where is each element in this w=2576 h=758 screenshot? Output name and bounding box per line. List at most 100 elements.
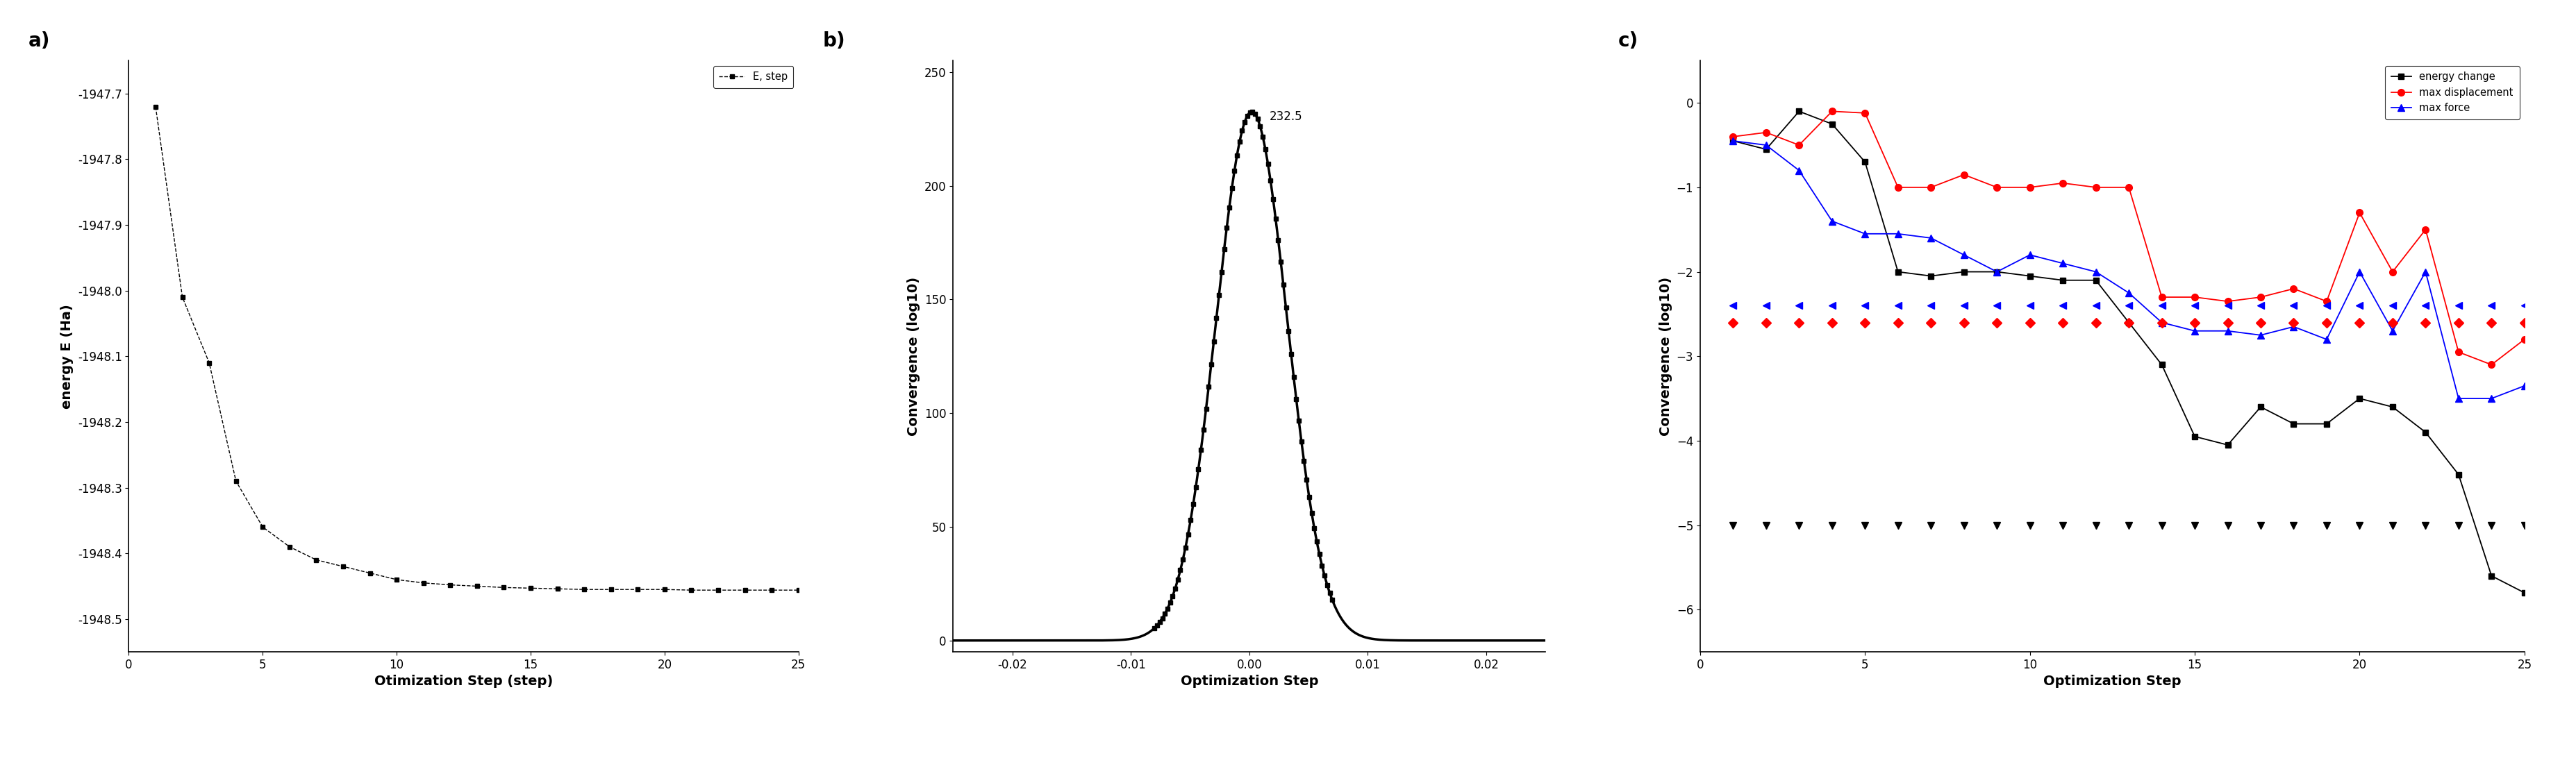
max force (1981, 268, 2012, 277)
max displacement (2014, 183, 2045, 192)
E, step (569, 585, 600, 594)
max force (2048, 258, 2079, 268)
max displacement (1783, 140, 1814, 149)
E, step (595, 585, 626, 594)
energy change (1947, 268, 1978, 277)
max force (2277, 322, 2308, 331)
max force (2246, 330, 2277, 340)
energy change (1752, 145, 1783, 154)
energy change (2344, 394, 2375, 403)
max displacement (1816, 107, 1847, 116)
energy change (1917, 271, 1947, 280)
E, step (247, 522, 278, 531)
energy change (2476, 572, 2506, 581)
max force (1816, 217, 1847, 226)
max displacement (2146, 293, 2177, 302)
E, step (729, 586, 760, 595)
E, step (167, 293, 198, 302)
E, step (327, 562, 358, 571)
Legend: energy change, max displacement, max force: energy change, max displacement, max for… (2385, 66, 2519, 119)
max force (2442, 394, 2473, 403)
Y-axis label: Convergence (log10): Convergence (log10) (907, 277, 920, 436)
max displacement (2311, 297, 2342, 306)
Line: max force: max force (1731, 138, 2527, 402)
max force (2081, 268, 2112, 277)
Y-axis label: Convergence (log10): Convergence (log10) (1659, 277, 1672, 436)
max displacement (1917, 183, 1947, 192)
E, step (381, 575, 412, 584)
max displacement (2246, 293, 2277, 302)
Text: 232.5: 232.5 (1270, 111, 1303, 123)
E, step (407, 578, 438, 587)
max force (2378, 327, 2409, 336)
max force (2014, 250, 2045, 259)
energy change (2442, 470, 2473, 479)
max displacement (2179, 293, 2210, 302)
energy change (2081, 276, 2112, 285)
max force (2411, 268, 2442, 277)
Text: a): a) (28, 31, 49, 51)
E, step (489, 583, 520, 592)
energy change (1850, 158, 1880, 167)
max force (2146, 318, 2177, 327)
energy change (2112, 318, 2143, 327)
Text: b): b) (822, 31, 845, 51)
max displacement (2442, 347, 2473, 356)
max displacement (2213, 297, 2244, 306)
energy change (1783, 107, 1814, 116)
max displacement (1850, 108, 1880, 117)
energy change (1981, 268, 2012, 277)
max displacement (2277, 284, 2308, 293)
max force (1947, 250, 1978, 259)
E, step (675, 586, 706, 595)
energy change (1883, 268, 1914, 277)
energy change (2411, 428, 2442, 437)
Line: max displacement: max displacement (1728, 108, 2527, 368)
energy change (2277, 419, 2308, 428)
Line: E, step: E, step (152, 104, 801, 593)
E, step (139, 102, 170, 111)
max force (1752, 140, 1783, 149)
max force (1718, 136, 1749, 146)
max force (2311, 335, 2342, 344)
max force (1917, 233, 1947, 243)
max displacement (2112, 183, 2143, 192)
energy change (2311, 419, 2342, 428)
energy change (2179, 432, 2210, 441)
X-axis label: Optimization Step: Optimization Step (1180, 675, 1319, 688)
energy change (2048, 276, 2079, 285)
E, step (461, 581, 492, 590)
max force (2112, 288, 2143, 297)
max displacement (1752, 128, 1783, 137)
X-axis label: Otimization Step (step): Otimization Step (step) (374, 675, 554, 688)
max displacement (1947, 170, 1978, 179)
Legend: E, step: E, step (714, 66, 793, 88)
max displacement (2378, 268, 2409, 277)
E, step (273, 542, 304, 551)
E, step (783, 586, 814, 595)
energy change (1718, 136, 1749, 146)
E, step (541, 584, 572, 594)
max displacement (2509, 335, 2540, 344)
E, step (623, 585, 654, 594)
max displacement (2411, 225, 2442, 234)
max force (1883, 229, 1914, 238)
max displacement (2081, 183, 2112, 192)
energy change (2014, 271, 2045, 280)
energy change (2213, 440, 2244, 449)
max displacement (2344, 208, 2375, 218)
X-axis label: Optimization Step: Optimization Step (2043, 675, 2182, 688)
energy change (2378, 402, 2409, 412)
E, step (515, 584, 546, 593)
max force (2476, 394, 2506, 403)
energy change (2146, 360, 2177, 369)
max force (2213, 327, 2244, 336)
E, step (193, 359, 224, 368)
E, step (435, 581, 466, 590)
E, step (703, 586, 734, 595)
Line: energy change: energy change (1731, 108, 2527, 596)
max displacement (1981, 183, 2012, 192)
max force (2179, 327, 2210, 336)
energy change (1816, 120, 1847, 129)
max force (2509, 381, 2540, 390)
